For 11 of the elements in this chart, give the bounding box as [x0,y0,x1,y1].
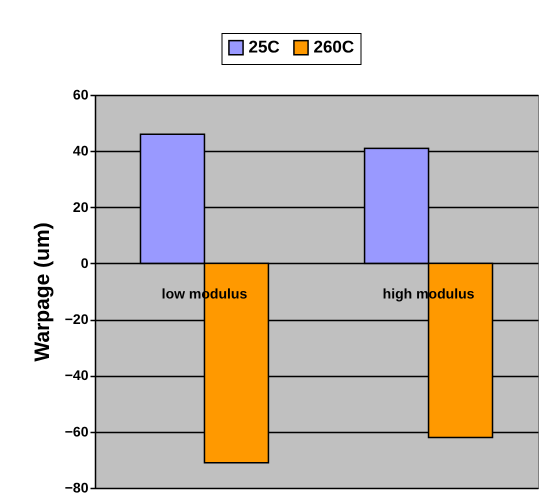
y-tick-label: 20 [72,198,89,215]
legend-label: 260C [314,38,354,57]
y-tick-label: −20 [64,311,89,328]
y-tick-label: −40 [64,367,89,384]
y-tick-label: 0 [80,254,89,271]
legend-label: 25C [248,38,280,57]
y-tick-label: 60 [72,86,89,102]
y-tick-label: 40 [72,142,89,159]
y-axis-title: Warpage (um) [30,222,54,362]
y-tick-label: −80 [64,480,89,495]
y-tick-label: −60 [64,423,89,440]
